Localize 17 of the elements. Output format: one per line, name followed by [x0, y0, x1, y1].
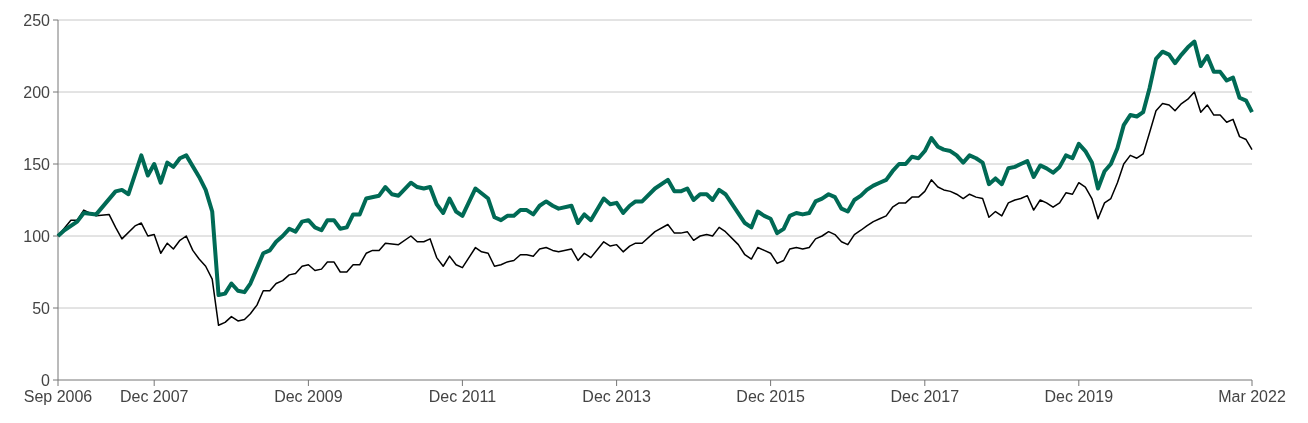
y-tick-label: 100 [23, 227, 51, 245]
line-series [57, 91, 1253, 327]
y-tick-label: 250 [23, 11, 51, 29]
y-tick-label: 0 [41, 371, 51, 389]
x-tick-label: Sep 2006 [23, 388, 93, 405]
y-tick-label: 150 [23, 155, 51, 173]
x-tick-label: Dec 2017 [890, 388, 960, 405]
x-tick-label: Dec 2011 [428, 388, 497, 405]
x-tick-label: Mar 2022 [1218, 388, 1286, 405]
line-series [56, 39, 1254, 298]
y-tick-label: 200 [23, 83, 51, 101]
x-tick-label: Dec 2007 [119, 388, 189, 405]
x-tick-label: Dec 2019 [1044, 388, 1114, 405]
x-tick-label: Dec 2015 [736, 388, 805, 405]
x-tick-label: Dec 2009 [274, 388, 343, 405]
x-tick-label: Dec 2013 [582, 388, 651, 405]
y-tick-label: 50 [32, 299, 51, 317]
